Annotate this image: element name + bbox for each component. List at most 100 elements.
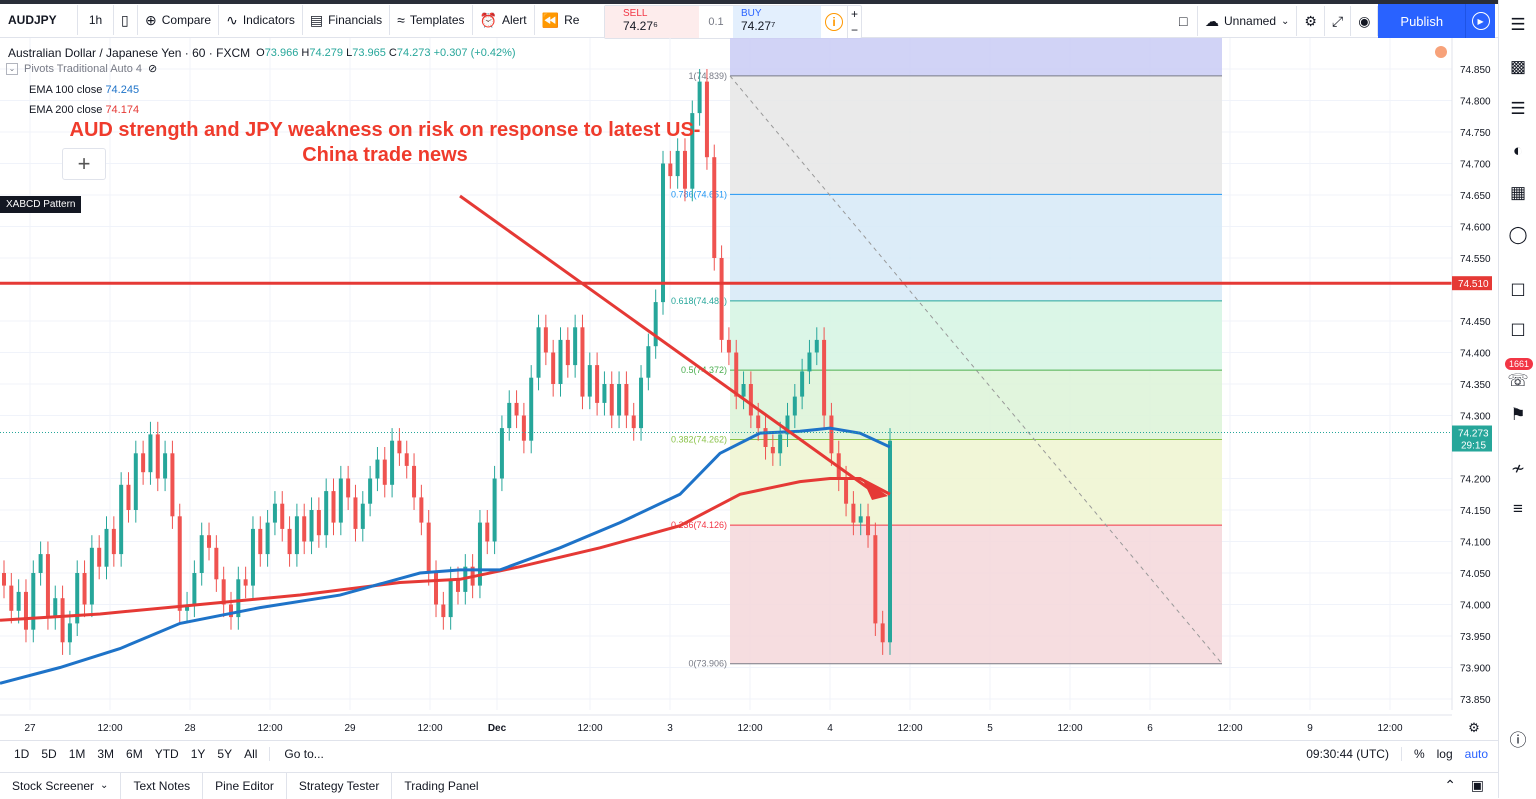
range-all[interactable]: All xyxy=(244,746,258,761)
percent-toggle[interactable]: % xyxy=(1400,747,1425,761)
candle-body[interactable] xyxy=(331,491,336,523)
ema100-line[interactable] xyxy=(0,426,891,685)
candle-body[interactable] xyxy=(294,516,299,555)
range-1d[interactable]: 1D xyxy=(14,746,30,761)
candle-body[interactable] xyxy=(573,327,578,366)
candle-body[interactable] xyxy=(792,396,797,416)
candle-body[interactable] xyxy=(602,384,607,403)
candle-body[interactable] xyxy=(412,465,417,498)
expand-button[interactable]: ⤢ xyxy=(1325,6,1352,36)
candle-body[interactable] xyxy=(2,573,6,586)
candle-body[interactable] xyxy=(221,579,226,605)
notification-icon[interactable]: ☏ xyxy=(1507,371,1529,390)
candle-body[interactable] xyxy=(455,579,460,592)
candle-body[interactable] xyxy=(199,535,204,573)
candle-body[interactable] xyxy=(558,339,563,384)
candle-body[interactable] xyxy=(38,554,43,573)
xabcd-pattern-tag[interactable]: XABCD Pattern xyxy=(0,196,82,213)
bell-icon[interactable]: ⚑ xyxy=(1510,405,1526,424)
candle-body[interactable] xyxy=(75,573,80,624)
tab-text-notes[interactable]: Text Notes xyxy=(121,772,204,799)
ema200-line[interactable] xyxy=(0,477,891,622)
candle-body[interactable] xyxy=(682,150,687,189)
tab-stock-screener[interactable]: Stock Screener ⌄ xyxy=(0,772,122,799)
sell-button[interactable]: SELL 74.27⁶ xyxy=(605,6,699,38)
candle-body[interactable] xyxy=(580,327,585,397)
chart-area[interactable]: 1(74.839)0.786(74.651)0.618(74.482)0.5(7… xyxy=(0,38,1498,740)
price-chart[interactable]: 1(74.839)0.786(74.651)0.618(74.482)0.5(7… xyxy=(0,38,1498,740)
candle-body[interactable] xyxy=(265,522,270,555)
minus-icon[interactable]: − xyxy=(850,23,858,37)
range-1m[interactable]: 1M xyxy=(68,746,86,761)
candle-body[interactable] xyxy=(448,579,453,618)
candle-body[interactable] xyxy=(741,384,746,397)
candle-body[interactable] xyxy=(704,81,709,158)
buy-button[interactable]: BUY 74.27⁷ xyxy=(733,6,821,38)
candle-body[interactable] xyxy=(551,352,556,385)
candle-body[interactable] xyxy=(726,339,731,353)
tab-trading-panel[interactable]: Trading Panel xyxy=(392,773,490,799)
chart-annotation-text[interactable]: AUD strength and JPY weakness on risk on… xyxy=(69,119,701,166)
candle-body[interactable] xyxy=(111,528,116,555)
candle-body[interactable] xyxy=(104,528,109,567)
candle-body[interactable] xyxy=(346,478,351,498)
candle-body[interactable] xyxy=(712,157,717,258)
candle-body[interactable] xyxy=(155,434,160,479)
candle-body[interactable] xyxy=(822,339,827,416)
candle-body[interactable] xyxy=(45,554,50,618)
candle-body[interactable] xyxy=(880,623,885,643)
candle-body[interactable] xyxy=(126,484,131,510)
candle-body[interactable] xyxy=(148,434,153,473)
range-6m[interactable]: 6M xyxy=(126,746,143,761)
candle-body[interactable] xyxy=(485,522,490,542)
candle-body[interactable] xyxy=(338,478,343,523)
candle-body[interactable] xyxy=(228,604,233,618)
candle-body[interactable] xyxy=(697,81,702,114)
watchlist-icon[interactable]: ☰ xyxy=(1510,15,1526,34)
candle-body[interactable] xyxy=(668,163,673,177)
candle-body[interactable] xyxy=(434,573,439,605)
candle-body[interactable] xyxy=(866,516,871,536)
templates-button[interactable]: ≈ Templates xyxy=(390,5,473,35)
candle-body[interactable] xyxy=(499,428,504,479)
candle-body[interactable] xyxy=(170,453,175,517)
candle-body[interactable] xyxy=(368,478,373,504)
candle-body[interactable] xyxy=(851,503,856,523)
trade-info-button[interactable]: i xyxy=(821,6,847,38)
candle-body[interactable] xyxy=(888,440,892,643)
candle-body[interactable] xyxy=(661,163,666,303)
trend-icon[interactable]: ≁ xyxy=(1510,459,1526,478)
candle-body[interactable] xyxy=(353,497,358,529)
maximize-panel-icon[interactable]: ▣ xyxy=(1470,777,1484,793)
candle-body[interactable] xyxy=(53,598,58,618)
log-toggle[interactable]: log xyxy=(1436,747,1453,761)
candle-body[interactable] xyxy=(514,402,519,416)
candle-body[interactable] xyxy=(302,516,307,542)
candle-body[interactable] xyxy=(324,491,329,536)
layout-menu[interactable]: ☁ Unnamed ⌄ xyxy=(1198,6,1298,36)
candle-body[interactable] xyxy=(141,453,146,473)
candle-body[interactable] xyxy=(778,434,783,454)
candle-body[interactable] xyxy=(521,415,526,441)
candle-body[interactable] xyxy=(587,365,592,397)
axis-settings-gear-icon[interactable]: ⚙ xyxy=(1468,721,1480,736)
candle-body[interactable] xyxy=(89,547,94,605)
candle-body[interactable] xyxy=(309,510,314,542)
candle-body[interactable] xyxy=(477,522,482,586)
candle-body[interactable] xyxy=(375,459,380,479)
alerts-list-icon[interactable]: ▩ xyxy=(1509,57,1527,76)
candle-body[interactable] xyxy=(770,447,775,454)
candle-body[interactable] xyxy=(419,497,424,523)
candle-body[interactable] xyxy=(316,510,321,536)
alert-dot[interactable] xyxy=(1435,46,1447,58)
ideas-icon[interactable]: ◯ xyxy=(1508,225,1528,244)
candle-body[interactable] xyxy=(9,585,14,611)
range-5y[interactable]: 5Y xyxy=(217,746,233,761)
candle-body[interactable] xyxy=(397,440,402,454)
candle-body[interactable] xyxy=(426,522,431,573)
messages-icon[interactable]: ☐ xyxy=(1510,321,1526,340)
candle-body[interactable] xyxy=(624,384,629,416)
candle-body[interactable] xyxy=(67,623,72,643)
candle-body[interactable] xyxy=(119,484,124,555)
tab-pine-editor[interactable]: Pine Editor xyxy=(203,772,287,799)
